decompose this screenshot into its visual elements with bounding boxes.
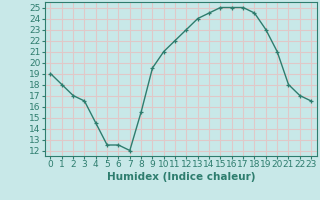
X-axis label: Humidex (Indice chaleur): Humidex (Indice chaleur): [107, 172, 255, 182]
